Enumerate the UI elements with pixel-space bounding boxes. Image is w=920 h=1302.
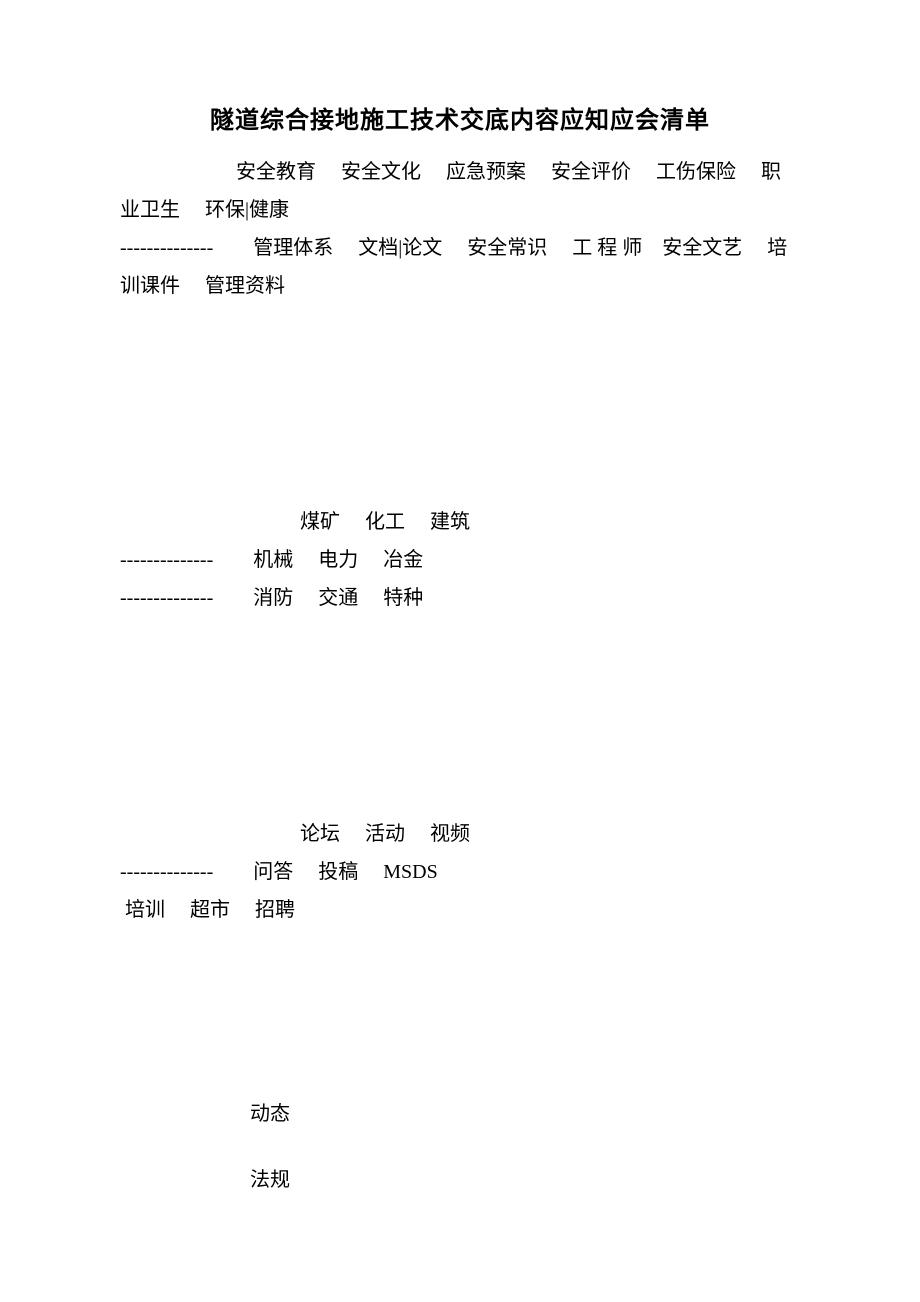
document-content: 安全教育 安全文化 应急预案 安全评价 工伤保险 职业卫生 环保|健康 ----… [120,153,800,1199]
footer-item-2: 法规 [250,1161,800,1199]
section-3-line-1: 论坛 活动 视频 [120,815,800,853]
section-1-line-1: 安全教育 安全文化 应急预案 安全评价 工伤保险 职业卫生 环保|健康 [120,153,800,229]
section-2-line-3: -------------- 消防 交通 特种 [120,579,800,617]
footer-item-1: 动态 [250,1095,800,1133]
section-3-line-2: -------------- 问答 投稿 MSDS [120,853,800,891]
section-2-line-1: 煤矿 化工 建筑 [120,503,800,541]
section-2: 煤矿 化工 建筑 -------------- 机械 电力 冶金 -------… [120,503,800,617]
section-3-line-3: 培训 超市 招聘 [120,891,800,929]
section-1-line-2: -------------- 管理体系 文档|论文 安全常识 工 程 师 安全文… [120,229,800,305]
spacer-3 [120,937,800,1067]
section-1: 安全教育 安全文化 应急预案 安全评价 工伤保险 职业卫生 环保|健康 ----… [120,153,800,305]
section-3: 论坛 活动 视频 -------------- 问答 投稿 MSDS 培训 超市… [120,815,800,929]
section-2-line-2: -------------- 机械 电力 冶金 [120,541,800,579]
spacer-2 [120,625,800,815]
footer-section: 动态 法规 [120,1095,800,1199]
document-title: 隧道综合接地施工技术交底内容应知应会清单 [120,100,800,135]
spacer-1 [120,313,800,503]
